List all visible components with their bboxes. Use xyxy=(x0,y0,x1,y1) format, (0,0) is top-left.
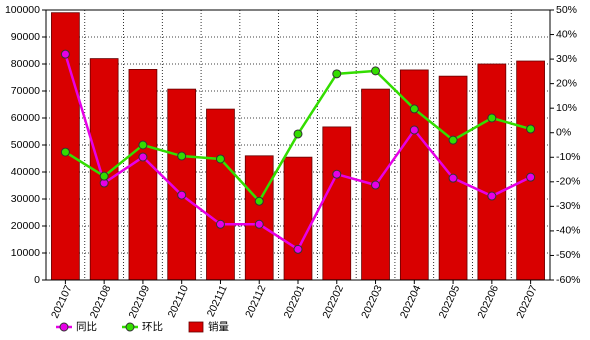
y-tick-label: 100000 xyxy=(5,4,40,16)
y-tick-label: 70000 xyxy=(11,85,40,97)
y-tick-label: 10000 xyxy=(11,247,40,259)
y-tick-label: 60000 xyxy=(11,112,40,124)
legend-marker xyxy=(125,322,135,332)
y2-tick-label: -50% xyxy=(556,249,581,261)
bar xyxy=(206,108,235,281)
line-point xyxy=(448,173,458,183)
y2-tick-label: 40% xyxy=(556,28,577,40)
bar xyxy=(128,69,158,281)
y2-tick-label: 10% xyxy=(556,102,577,114)
line-point xyxy=(99,171,109,181)
line-point xyxy=(60,49,70,59)
line-point xyxy=(487,191,497,201)
line-point xyxy=(448,135,458,145)
line-point xyxy=(332,169,342,179)
y-tick-label: 90000 xyxy=(11,31,40,43)
legend-swatch xyxy=(188,321,204,333)
y-tick-label: 40000 xyxy=(11,166,40,178)
line-point xyxy=(409,104,419,114)
line-point xyxy=(177,151,187,161)
line-point xyxy=(293,129,303,139)
y2-tick-label: -20% xyxy=(556,176,581,188)
line-point xyxy=(138,140,148,150)
bar xyxy=(477,63,507,281)
y2-tick-label: 30% xyxy=(556,53,577,65)
bar xyxy=(516,60,545,281)
line-point xyxy=(371,66,381,76)
y2-tick-label: -30% xyxy=(556,200,581,212)
line-point xyxy=(254,196,264,206)
y-tick-label: 30000 xyxy=(11,193,40,205)
y-tick-label: 50000 xyxy=(11,139,40,151)
line-point xyxy=(254,219,264,229)
line-point xyxy=(371,180,381,190)
line-point xyxy=(215,154,225,164)
legend-label: 销量 xyxy=(208,320,229,333)
y2-tick-label: -40% xyxy=(556,225,581,237)
legend-marker xyxy=(59,322,69,332)
y2-tick-label: 0% xyxy=(556,127,571,139)
y-tick-label: 20000 xyxy=(11,220,40,232)
line-point xyxy=(487,113,497,123)
line-point xyxy=(332,69,342,79)
bar xyxy=(399,69,429,281)
y2-tick-label: 50% xyxy=(556,4,577,16)
legend-label: 环比 xyxy=(142,320,163,333)
line-point xyxy=(526,172,536,182)
legend-label: 同比 xyxy=(76,320,97,333)
line-point xyxy=(215,219,225,229)
line-point xyxy=(177,190,187,200)
line-point xyxy=(409,125,419,135)
line-point xyxy=(526,124,536,134)
y-tick-label: 0 xyxy=(34,274,40,286)
bar xyxy=(283,156,313,281)
line-point xyxy=(60,147,70,157)
bar xyxy=(244,155,274,281)
line-point xyxy=(293,244,303,254)
bar xyxy=(322,126,352,281)
y2-tick-label: -10% xyxy=(556,151,581,163)
y-tick-label: 80000 xyxy=(11,58,40,70)
y2-tick-label: -60% xyxy=(556,274,581,286)
line-point xyxy=(138,152,148,162)
y2-tick-label: 20% xyxy=(556,77,577,89)
